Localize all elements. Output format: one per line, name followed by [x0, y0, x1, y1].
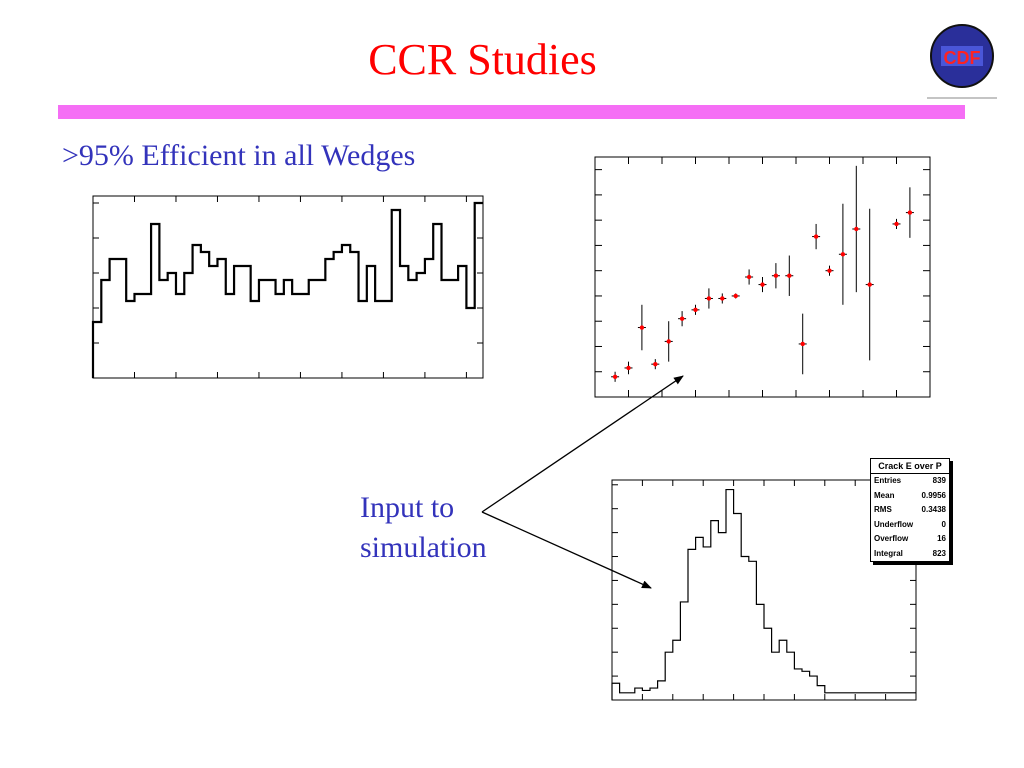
crack-energy-chart [594, 156, 931, 398]
stat-label: Entries [874, 476, 902, 485]
stat-value: 839 [932, 476, 946, 485]
arrow-to-energy-plot [481, 375, 684, 513]
data-point [827, 268, 832, 273]
input-label-line2: simulation [360, 531, 487, 564]
stat-row-overflow: Overflow 16 [871, 532, 949, 547]
stat-label: Integral [874, 548, 903, 558]
data-point [894, 221, 899, 227]
data-point [666, 339, 671, 344]
stat-row-mean: Mean 0.9956 [871, 489, 949, 504]
stat-label: RMS [874, 505, 892, 514]
cdf-logo-text: CDF [944, 48, 981, 68]
stat-value: 0.9956 [921, 490, 946, 500]
stat-row-underflow: Underflow 0 [871, 518, 949, 533]
data-point [787, 273, 792, 278]
data-point [760, 282, 765, 287]
data-point [626, 365, 631, 371]
stat-row-entries: Entries 839 [871, 474, 949, 489]
stat-row-integral: Integral 823 [871, 547, 949, 562]
data-point [639, 325, 645, 330]
cdf-logo: CDF [927, 24, 997, 99]
plot-frame [92, 195, 484, 379]
data-point [693, 307, 698, 313]
stat-label: Mean [874, 490, 895, 500]
stat-label: Overflow [874, 534, 909, 543]
data-point [800, 341, 805, 347]
data-point [854, 226, 859, 232]
stat-row-rms: RMS 0.3438 [871, 503, 949, 518]
data-point [840, 252, 846, 257]
data-point [733, 293, 738, 299]
stat-label: Underflow [874, 519, 914, 529]
input-label-line1: Input to [360, 491, 455, 524]
plot-frame [611, 479, 917, 701]
data-point [907, 210, 913, 215]
stat-value: 0 [941, 519, 946, 529]
arrow-to-eoverp-plot [481, 511, 652, 589]
slide-subtitle: >95% Efficient in all Wedges [62, 139, 416, 172]
data-point [612, 374, 618, 379]
histogram-line [91, 201, 483, 378]
data-point [867, 282, 872, 287]
data-point [773, 273, 779, 278]
data-point [720, 296, 725, 301]
input-to-simulation-label: Input to simulation [360, 488, 520, 568]
data-point [746, 274, 752, 280]
data-point [706, 296, 712, 301]
histogram-line [611, 488, 916, 700]
stat-value: 823 [932, 548, 946, 558]
stat-value: 16 [937, 534, 946, 543]
slide-title: CCR Studies [368, 35, 597, 84]
data-point [679, 316, 685, 321]
stats-box: Crack E over P Entries 839 Mean 0.9956 RMS… [870, 458, 950, 562]
title-accent-bar [58, 105, 965, 119]
e-over-p-chart [611, 479, 917, 701]
wedge-hits-chart [91, 195, 484, 379]
data-point [813, 234, 819, 239]
stats-box-title: Crack E over P [871, 459, 949, 474]
data-point [653, 361, 658, 367]
stat-value: 0.3438 [921, 505, 946, 514]
